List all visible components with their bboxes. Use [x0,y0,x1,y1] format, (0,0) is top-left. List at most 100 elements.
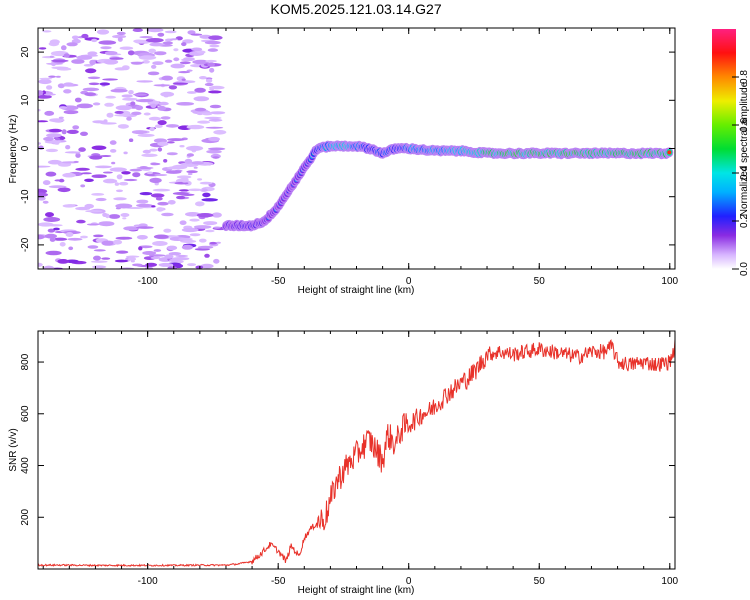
noise-blob [157,201,169,206]
colorbar-tick-label: 0.8 [739,70,750,84]
noise-blob [147,71,160,76]
noise-blob [73,160,79,163]
noise-blob [150,103,157,109]
noise-blob [102,78,118,81]
snr-series-line [38,339,675,568]
noise-blob [57,83,65,89]
spectrogram-xtick-label: -50 [271,276,286,287]
noise-blob [117,124,129,129]
noise-blob [123,226,139,231]
noise-blob [186,153,194,157]
noise-blob [57,187,71,193]
noise-blob [49,39,60,45]
noise-blob [49,128,62,133]
noise-blob [167,245,178,251]
spectrogram-ytick-label: 10 [20,94,31,106]
noise-blob [41,79,48,82]
snr-ytick-label: 800 [20,353,31,370]
noise-blob [157,120,167,126]
noise-blob [183,57,195,62]
noise-blob [149,148,158,152]
noise-blob [178,237,193,241]
noise-blob [49,118,65,123]
noise-blob [208,35,223,40]
noise-blob [193,96,210,102]
noise-blob [110,149,117,153]
noise-blob [66,129,79,134]
snr-ylabel: SNR (v/v) [8,428,19,471]
noise-blob [98,40,117,45]
noise-blob [209,241,217,245]
noise-blob [139,192,153,196]
snr-xtick-label: 0 [406,576,412,587]
noise-blob [199,76,207,80]
noise-blob [152,241,168,246]
spectrogram-xtick-label: -100 [138,276,158,287]
noise-blob [205,126,224,129]
noise-blob [179,220,187,225]
noise-blob [186,170,198,174]
noise-blob [180,177,189,183]
noise-blob [48,185,67,189]
spectrogram-xlabel: Height of straight line (km) [298,285,415,296]
noise-blob [91,145,107,151]
colorbar-label: Normalized spectral amplitude [739,81,750,216]
noise-blob [187,172,193,176]
noise-blob [131,130,148,135]
noise-blob [178,71,191,74]
noise-blob [184,158,193,164]
noise-blob [45,148,59,153]
noise-blob [204,116,222,120]
noise-blob [207,48,219,52]
noise-blob [43,136,54,142]
spectrogram-ytick-label: -20 [20,237,31,252]
noise-blob [38,196,46,201]
noise-blob [145,262,158,267]
noise-blob [136,203,153,208]
noise-blob [135,105,144,111]
noise-blob [187,30,196,35]
noise-blob [209,44,220,48]
noise-blob [173,57,180,62]
noise-blob [200,263,214,269]
noise-blob [89,155,103,160]
noise-blob [112,34,127,39]
noise-blob [146,171,154,175]
noise-blob [196,213,214,218]
noise-blob [171,257,190,261]
noise-blob [164,254,174,259]
noise-blob [176,195,186,200]
noise-blob [114,67,128,71]
noise-blob [167,141,175,144]
noise-blob [101,240,114,246]
noise-blob [205,78,213,83]
noise-blob [121,171,131,175]
noise-blob [136,80,153,83]
noise-blob [38,145,44,150]
noise-blob [181,227,199,233]
noise-blob [99,82,111,86]
noise-blob [142,60,150,64]
noise-blob [87,51,98,56]
noise-blob [84,92,97,97]
noise-blob [131,111,142,116]
noise-blob [76,103,94,109]
noise-blob [88,82,100,86]
noise-blob [167,200,176,205]
noise-blob [44,233,58,239]
noise-blob [65,232,74,237]
noise-blob [58,106,68,109]
noise-blob [193,225,212,229]
noise-blob [109,57,124,60]
noise-blob [109,140,117,145]
noise-blob [80,235,88,239]
noise-blob [100,155,112,157]
noise-blob [149,254,166,257]
noise-blob [98,221,115,227]
noise-blob [129,168,143,172]
snr-xtick-label: -50 [271,576,286,587]
noise-blob [81,33,89,39]
noise-blob [43,217,61,222]
spectrogram-heatmap [38,28,674,269]
